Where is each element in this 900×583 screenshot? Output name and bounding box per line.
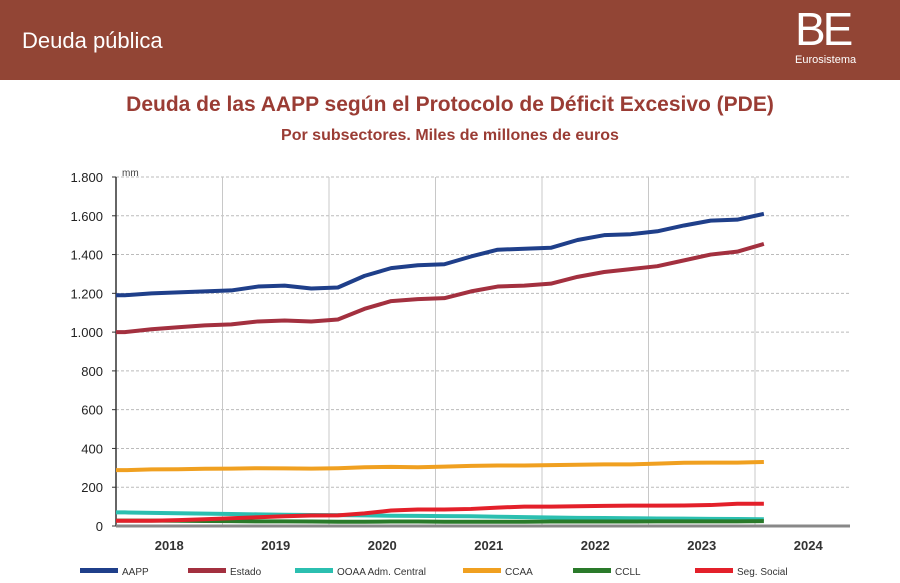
series-line-seg-social <box>116 501 764 523</box>
y-tick-label: 1.000 <box>70 325 103 340</box>
legend-label: AAPP <box>122 567 149 578</box>
y-tick-label: 1.800 <box>70 170 103 185</box>
x-tick-label: 2018 <box>155 538 184 553</box>
y-tick-label: 200 <box>81 480 103 495</box>
x-tick-label: 2020 <box>368 538 397 553</box>
y-tick-label: 1.600 <box>70 209 103 224</box>
chart-title: Deuda de las AAPP según el Protocolo de … <box>126 93 774 116</box>
y-tick-label: 600 <box>81 403 103 418</box>
y-tick-label: 0 <box>96 519 103 534</box>
legend-swatch <box>188 568 226 573</box>
y-tick-label: 400 <box>81 441 103 456</box>
legend-swatch <box>695 568 733 573</box>
legend-swatch <box>80 568 118 573</box>
x-tick-label: 2019 <box>261 538 290 553</box>
x-tick-label: 2024 <box>794 538 824 553</box>
legend-label: CCAA <box>505 567 533 578</box>
x-tick-label: 2023 <box>687 538 716 553</box>
legend-label: OOAA Adm. Central <box>337 567 426 578</box>
y-tick-label: 1.200 <box>70 286 103 301</box>
legend-label: Seg. Social <box>737 567 788 578</box>
legend-swatch <box>573 568 611 573</box>
series-line-estado <box>116 241 765 335</box>
y-tick-label: 800 <box>81 364 103 379</box>
series-line-aapp <box>116 211 765 298</box>
series-line-ooaa-adm-central <box>116 510 764 522</box>
legend-swatch <box>295 568 333 573</box>
legend-swatch <box>463 568 501 573</box>
series-line-ccaa <box>116 460 764 473</box>
logo-subtitle: Eurosistema <box>795 54 857 66</box>
legend-label: CCLL <box>615 567 641 578</box>
header-title: Deuda pública <box>22 28 163 53</box>
y-tick-label: 1.400 <box>70 248 103 263</box>
header-bar: Deuda pública BE Eurosistema <box>0 0 900 80</box>
banco-espana-logo: BE Eurosistema <box>795 6 856 66</box>
y-axis-unit: mm <box>122 168 139 179</box>
x-tick-label: 2022 <box>581 538 610 553</box>
chart-subtitle: Por subsectores. Miles de millones de eu… <box>281 127 619 144</box>
legend-label: Estado <box>230 567 262 578</box>
x-tick-label: 2021 <box>474 538 503 553</box>
logo-text: BE <box>795 3 853 55</box>
